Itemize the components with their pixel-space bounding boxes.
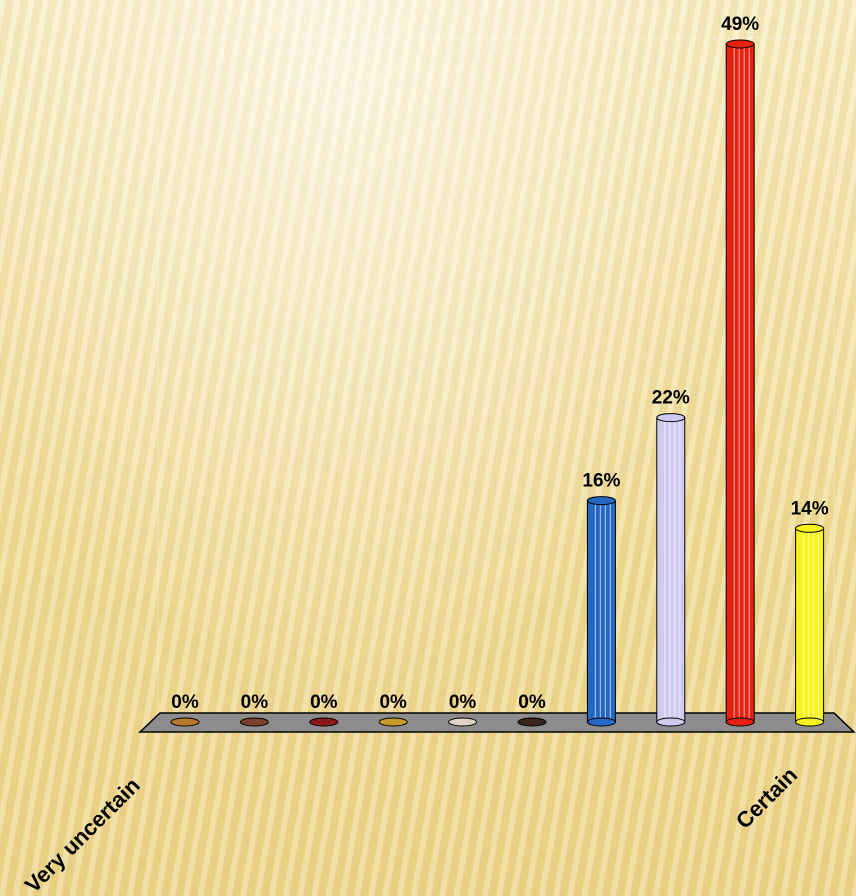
bar-disc: [517, 717, 547, 727]
bar: 14%: [791, 498, 829, 727]
bar-body: [795, 527, 825, 723]
bar-body: [586, 500, 616, 723]
bar-top: [725, 39, 755, 49]
bar-base: [586, 717, 616, 727]
bar-base: [795, 717, 825, 727]
bars: 0% 0% 0% 0% 0% 0% 16% 22% 49% 14%: [170, 14, 829, 727]
bar: 22%: [652, 388, 690, 727]
bar-body: [725, 43, 755, 723]
bar-top: [586, 496, 616, 506]
bar: 0%: [517, 692, 547, 727]
bar-top: [795, 523, 825, 533]
value-label: 0%: [171, 692, 199, 713]
value-label: 0%: [379, 692, 407, 713]
bar: 16%: [582, 471, 621, 727]
value-label: 14%: [791, 498, 829, 519]
bar-top: [656, 413, 686, 423]
bar-disc: [309, 717, 339, 727]
bar-base: [656, 717, 686, 727]
value-label: 16%: [582, 471, 620, 492]
value-label: 22%: [652, 388, 690, 409]
value-label: 0%: [241, 692, 269, 713]
bar-body: [656, 417, 686, 723]
bar: 0%: [309, 692, 339, 727]
bar-disc: [239, 717, 269, 727]
value-label: 0%: [518, 692, 546, 713]
value-label: 0%: [449, 692, 477, 713]
value-label: 0%: [310, 692, 338, 713]
bar-disc: [378, 717, 408, 727]
value-label: 49%: [721, 14, 759, 35]
bar: 49%: [721, 14, 759, 727]
bar: 0%: [448, 692, 478, 727]
bar: 0%: [170, 692, 200, 727]
bar-disc: [170, 717, 200, 727]
bar-base: [725, 717, 755, 727]
bar: 0%: [239, 692, 269, 727]
right-axis-label: Certain: [731, 762, 802, 833]
bar-disc: [448, 717, 478, 727]
left-axis-label: Very uncertain: [20, 773, 145, 896]
bar: 0%: [378, 692, 408, 727]
